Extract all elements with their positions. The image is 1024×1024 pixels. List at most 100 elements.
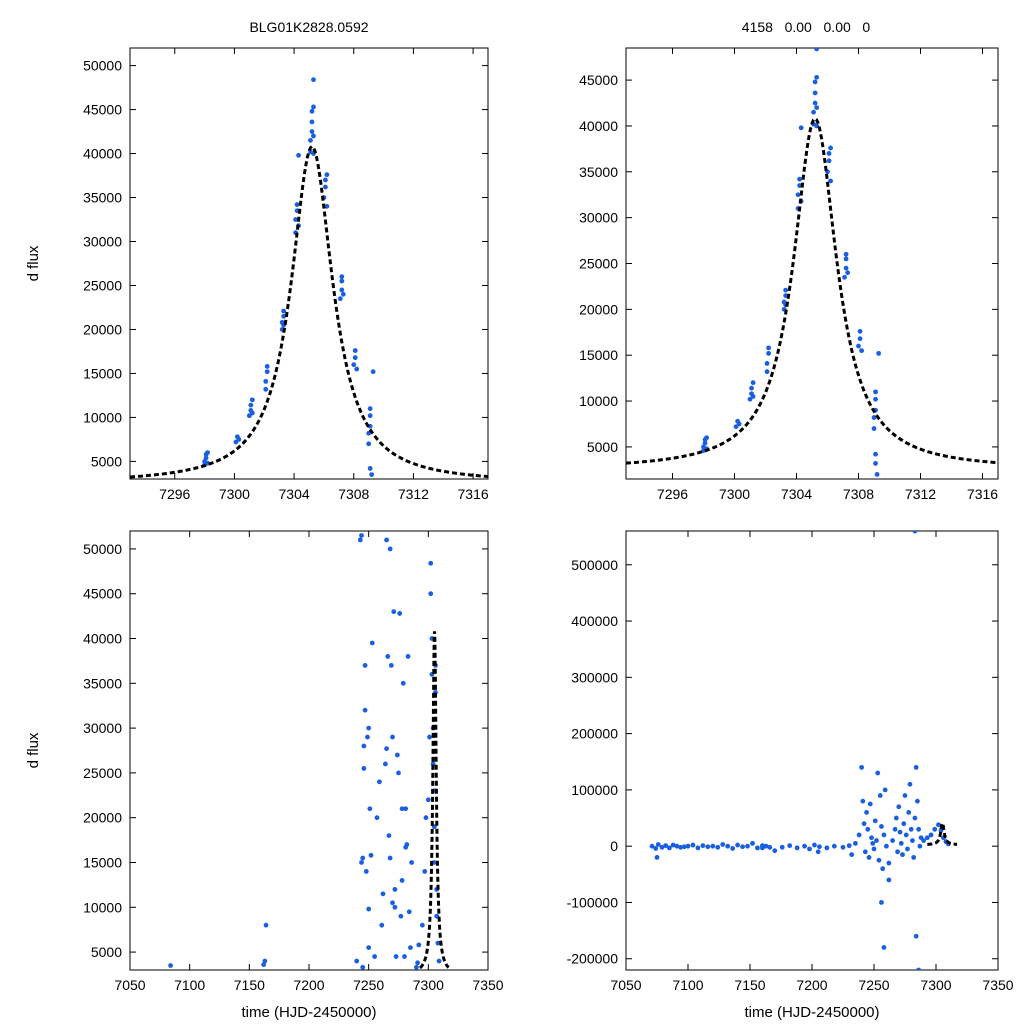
data-point xyxy=(846,843,852,849)
y-tick-label: 10000 xyxy=(579,393,618,409)
model-curve xyxy=(130,144,488,479)
data-point xyxy=(340,291,346,297)
data-point xyxy=(369,640,375,646)
data-point xyxy=(843,251,849,257)
data-point xyxy=(380,891,386,897)
data-point xyxy=(865,826,871,832)
data-point xyxy=(811,109,816,115)
data-point xyxy=(365,734,370,740)
data-point xyxy=(928,832,934,838)
data-point xyxy=(435,940,441,946)
data-point xyxy=(372,954,378,959)
data-point xyxy=(655,842,661,847)
data-point xyxy=(399,878,405,883)
data-point xyxy=(750,394,756,399)
data-point xyxy=(396,770,401,776)
data-point xyxy=(900,852,905,858)
data-point xyxy=(428,560,434,566)
data-point xyxy=(733,424,739,430)
y-tick-label: 30000 xyxy=(83,720,122,736)
data-point xyxy=(695,845,701,851)
data-point xyxy=(783,287,789,293)
y-tick-label: 15000 xyxy=(83,854,122,870)
data-point xyxy=(674,843,680,849)
data-point xyxy=(406,909,412,915)
x-tick-label: 7050 xyxy=(610,977,641,993)
y-tick-label: 0 xyxy=(610,838,618,854)
data-point xyxy=(750,380,756,386)
data-point xyxy=(860,798,866,804)
x-tick-label: 7050 xyxy=(114,977,145,993)
data-point xyxy=(787,843,793,849)
x-tick-label: 7296 xyxy=(159,486,190,502)
data-point xyxy=(362,662,368,668)
y-tick-label: 100000 xyxy=(571,782,618,798)
data-point xyxy=(884,843,889,849)
data-point xyxy=(740,844,745,850)
data-point xyxy=(874,472,880,477)
data-point xyxy=(896,804,902,810)
data-point xyxy=(387,546,393,552)
data-point xyxy=(366,906,372,912)
data-point xyxy=(817,844,822,850)
data-point xyxy=(394,752,400,758)
data-point xyxy=(730,846,736,851)
data-point xyxy=(362,707,368,713)
data-point xyxy=(913,933,919,939)
data-point xyxy=(767,844,773,850)
data-point xyxy=(323,184,328,190)
data-point xyxy=(388,662,394,668)
data-point xyxy=(915,798,920,804)
data-point xyxy=(263,922,269,928)
data-point xyxy=(339,274,345,280)
data-marks xyxy=(649,531,958,970)
data-point xyxy=(249,410,255,416)
x-axis-label: time (HJD-2450000) xyxy=(744,1004,879,1021)
y-tick-label: 5000 xyxy=(587,439,618,455)
data-point xyxy=(876,350,882,356)
data-point xyxy=(879,824,884,829)
data-point xyxy=(897,829,903,835)
data-point xyxy=(720,842,726,847)
panel-title: BLG01K2828.0592 xyxy=(249,19,368,35)
y-tick-label: 10000 xyxy=(83,409,122,425)
data-point xyxy=(747,396,753,402)
data-point xyxy=(794,845,800,851)
data-point xyxy=(339,278,345,284)
data-point xyxy=(710,843,716,849)
y-tick-label: 20000 xyxy=(83,810,122,826)
data-point xyxy=(859,348,864,354)
data-point xyxy=(359,860,364,865)
data-point xyxy=(898,840,904,846)
data-point xyxy=(913,764,919,770)
data-point xyxy=(309,129,315,134)
data-point xyxy=(264,369,270,375)
data-point xyxy=(354,958,360,964)
y-tick-label: 300000 xyxy=(571,669,618,685)
data-point xyxy=(856,832,862,838)
data-point xyxy=(281,308,287,314)
data-point xyxy=(354,366,360,372)
y-tick-label: -200000 xyxy=(567,951,619,967)
data-point xyxy=(905,846,910,852)
x-tick-label: 7200 xyxy=(293,977,324,993)
data-point xyxy=(849,852,855,858)
data-point xyxy=(908,826,914,832)
data-point xyxy=(428,591,434,597)
data-point xyxy=(880,866,886,872)
y-tick-label: 30000 xyxy=(579,210,618,226)
data-point xyxy=(205,460,210,466)
data-point xyxy=(367,466,373,471)
y-tick-label: 25000 xyxy=(579,256,618,272)
data-point xyxy=(812,842,817,848)
data-point xyxy=(910,838,915,843)
data-point xyxy=(379,922,385,928)
data-point xyxy=(814,105,820,111)
data-point xyxy=(366,430,372,436)
data-point xyxy=(921,838,926,843)
data-point xyxy=(853,840,858,846)
y-axis-label: d flux xyxy=(25,245,42,281)
data-point xyxy=(906,810,912,815)
x-tick-label: 7250 xyxy=(353,977,384,993)
data-point xyxy=(293,217,298,222)
